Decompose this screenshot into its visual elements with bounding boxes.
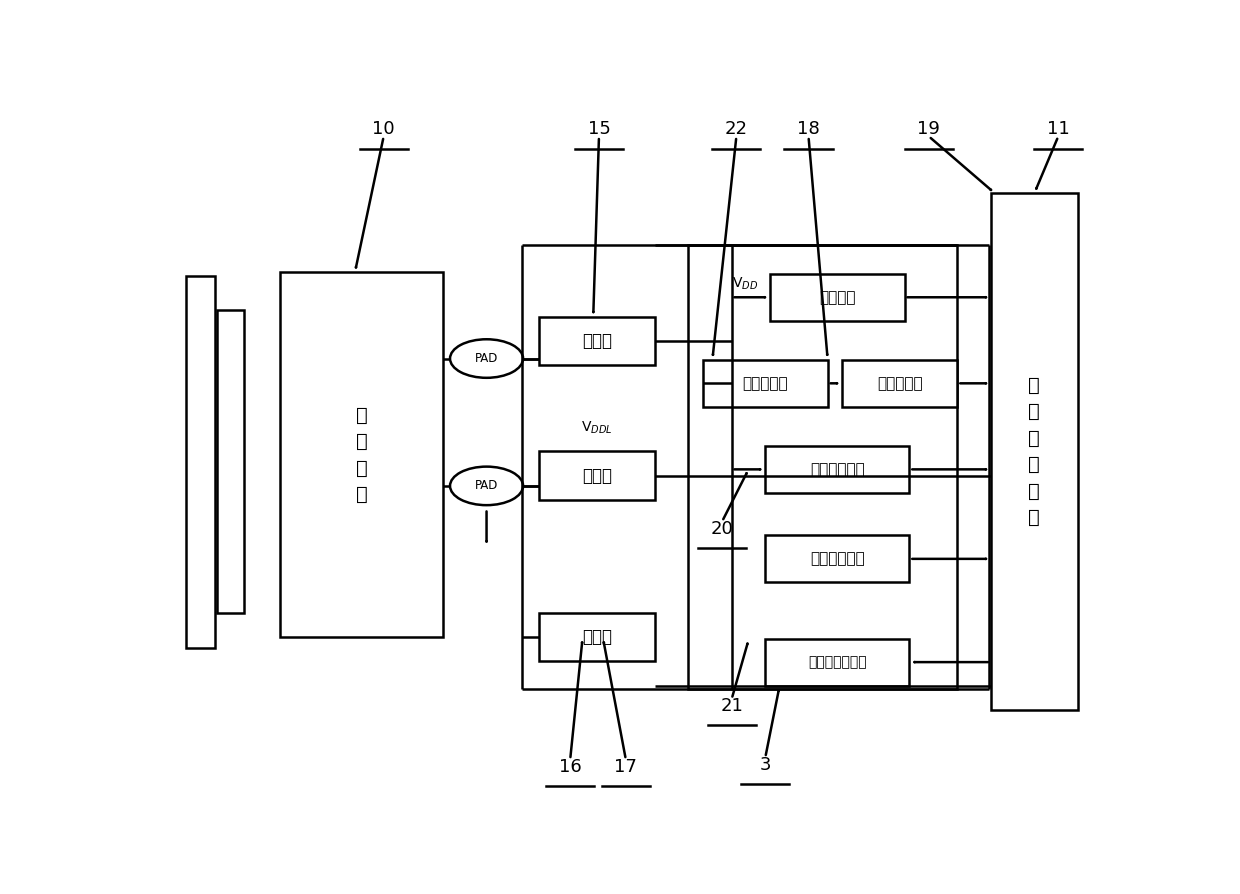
Text: 解调器: 解调器 — [582, 467, 613, 485]
Text: 微型温度传感器: 微型温度传感器 — [808, 655, 867, 669]
FancyBboxPatch shape — [539, 451, 655, 500]
FancyBboxPatch shape — [280, 273, 444, 637]
FancyBboxPatch shape — [991, 193, 1078, 710]
Text: V$_{DDL}$: V$_{DDL}$ — [582, 419, 613, 435]
FancyBboxPatch shape — [765, 446, 909, 493]
Text: 调制器: 调制器 — [582, 628, 613, 646]
Text: 随机数发生器: 随机数发生器 — [810, 462, 864, 477]
Text: 10: 10 — [372, 121, 396, 139]
Text: V$_{DD}$: V$_{DD}$ — [732, 275, 758, 291]
Text: 片
外
天
线: 片 外 天 线 — [356, 406, 367, 504]
Text: PAD: PAD — [475, 352, 498, 365]
FancyBboxPatch shape — [765, 638, 909, 686]
Text: 11: 11 — [1047, 121, 1070, 139]
Text: 20: 20 — [711, 519, 733, 537]
FancyBboxPatch shape — [688, 245, 957, 689]
Text: 稳压电路: 稳压电路 — [820, 290, 856, 305]
Text: 本地振荡器: 本地振荡器 — [877, 375, 923, 391]
FancyBboxPatch shape — [539, 613, 655, 662]
FancyBboxPatch shape — [186, 276, 215, 647]
Text: 18: 18 — [797, 121, 820, 139]
Text: 15: 15 — [588, 121, 610, 139]
FancyBboxPatch shape — [770, 274, 905, 321]
Text: 17: 17 — [615, 758, 637, 776]
Text: 19: 19 — [918, 121, 940, 139]
Text: 参考基准源: 参考基准源 — [743, 375, 789, 391]
Text: 22: 22 — [725, 121, 748, 139]
Text: 电荷泵: 电荷泵 — [582, 333, 613, 350]
Text: 21: 21 — [720, 697, 743, 715]
Text: 16: 16 — [559, 758, 582, 776]
FancyBboxPatch shape — [539, 317, 655, 366]
Text: 数
字
逃
辑
电
路: 数 字 逃 辑 电 路 — [1028, 375, 1040, 527]
FancyBboxPatch shape — [217, 310, 244, 613]
Text: 3: 3 — [759, 755, 771, 773]
FancyBboxPatch shape — [765, 536, 909, 582]
FancyBboxPatch shape — [703, 360, 828, 407]
Text: 上电复位电路: 上电复位电路 — [810, 552, 864, 567]
Text: PAD: PAD — [475, 479, 498, 493]
FancyBboxPatch shape — [842, 360, 957, 407]
